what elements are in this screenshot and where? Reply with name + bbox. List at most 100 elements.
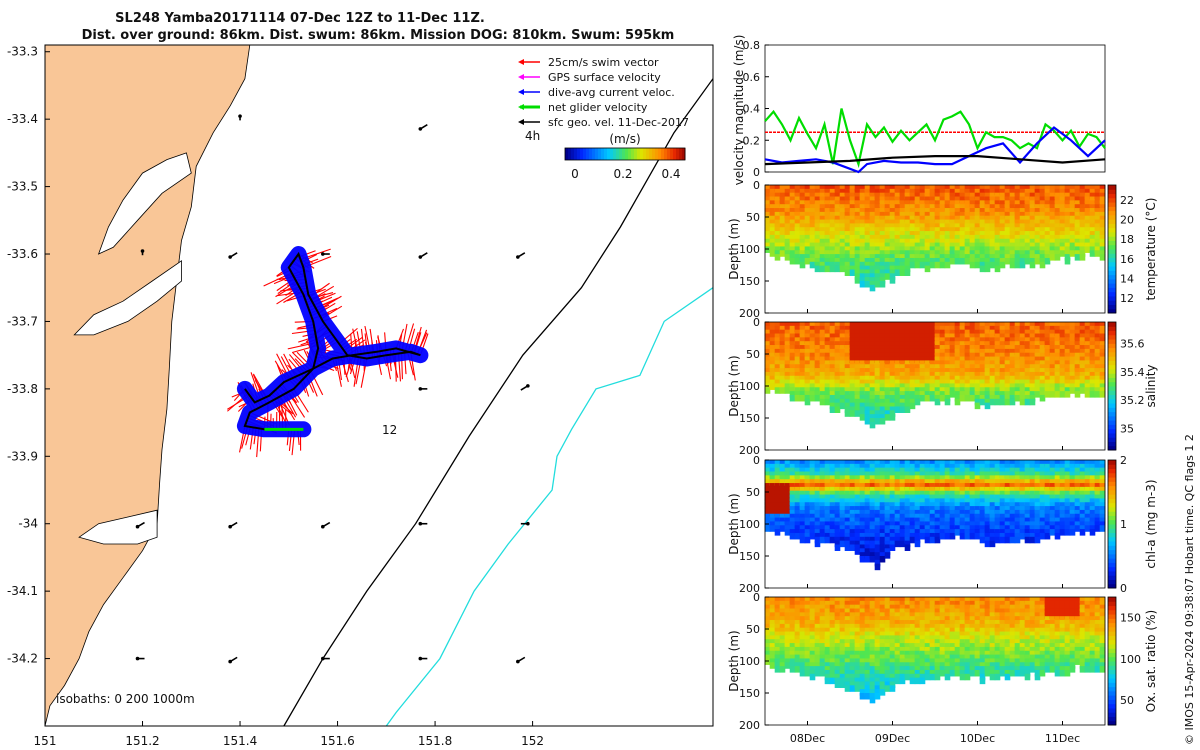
section-cell [769,479,776,486]
section-cell [1034,254,1041,261]
section-cell [799,348,806,356]
section-cell [1064,521,1071,528]
section-cell [809,223,816,230]
section-cell [859,337,866,344]
section-cell [799,231,806,238]
section-cell [1094,460,1101,467]
section-cell [829,498,836,505]
section-cell [979,242,986,250]
section-cell [934,200,941,207]
section-cell [854,548,861,555]
section-cell [1004,479,1011,486]
section-cell [834,352,841,360]
section-cell [964,494,971,502]
section-cell [894,364,901,371]
section-cell [864,483,871,490]
section-cell [834,467,841,475]
section-cell [1084,383,1091,390]
section-cell [944,460,951,467]
section-cell [899,463,906,471]
section-cell [954,529,961,536]
section-cell [814,348,821,356]
section-cell [939,242,946,250]
section-cell [839,398,846,406]
section-cell [939,333,946,341]
section-cell [874,352,881,360]
section-cell [854,234,861,242]
colorbar-cell [682,148,686,160]
section-cell [899,356,906,364]
section-cell [1069,348,1076,356]
section-cell [929,490,936,498]
section-cell [1039,502,1046,509]
section-cell [1089,234,1096,242]
section-cell [899,394,906,402]
section-cell [1009,188,1016,196]
section-cell [1034,479,1041,486]
section-cell [919,348,926,356]
section-cell [964,356,971,364]
section-cell [834,196,841,204]
section-cell [1059,364,1066,371]
section-cell [899,513,906,521]
section-cell [994,348,1001,356]
section-cell [839,540,846,548]
section-cell [849,529,856,536]
section-cell [974,460,981,467]
section-cell [819,467,826,475]
section-cell [1049,188,1056,196]
section-cell [1014,333,1021,341]
section-cell [829,215,836,223]
section-cell [899,352,906,360]
section-cell [999,394,1006,402]
section-cell [989,494,996,502]
section-cell [764,360,771,367]
section-cell [829,261,836,269]
colorbar-cell [610,148,614,160]
section-cell [829,379,836,387]
section-cell [959,325,966,333]
section-cell [809,254,816,261]
section-cell [824,204,831,211]
section-cell [899,498,906,505]
section-cell [939,486,946,494]
section-cell [1024,223,1031,230]
section-cell [969,242,976,250]
section-cell [1099,242,1106,250]
section-cell [894,231,901,238]
section-cell [814,460,821,467]
section-cell [864,502,871,509]
section-cell [1084,185,1091,192]
section-cell [999,257,1006,265]
section-cell [974,490,981,498]
section-cell [919,345,926,352]
section-cell [929,250,936,257]
section-cell [829,525,836,532]
section-cell [1039,375,1046,383]
section-cell [884,208,891,215]
section-cell [959,391,966,398]
section-cell [904,525,911,532]
section-cell [879,506,886,513]
section-cell [769,200,776,207]
section-cell [1034,364,1041,371]
section-cell [939,192,946,200]
section-cell [1009,185,1016,192]
section-colorbar-cell [1108,270,1116,276]
section-cell [1069,387,1076,394]
section-cell [1069,521,1076,528]
section-cell [1099,325,1106,333]
section-cell [794,192,801,200]
section-cell [1059,502,1066,509]
section-cell [949,211,956,219]
section-cell [934,486,941,494]
section-cell [794,517,801,525]
section-cell [914,536,921,544]
section-cell [969,219,976,227]
section-cell [879,402,886,410]
section-cell [884,223,891,230]
section-cell [989,513,996,521]
section-cell [969,208,976,215]
section-cell [819,325,826,333]
section-cell [899,250,906,257]
